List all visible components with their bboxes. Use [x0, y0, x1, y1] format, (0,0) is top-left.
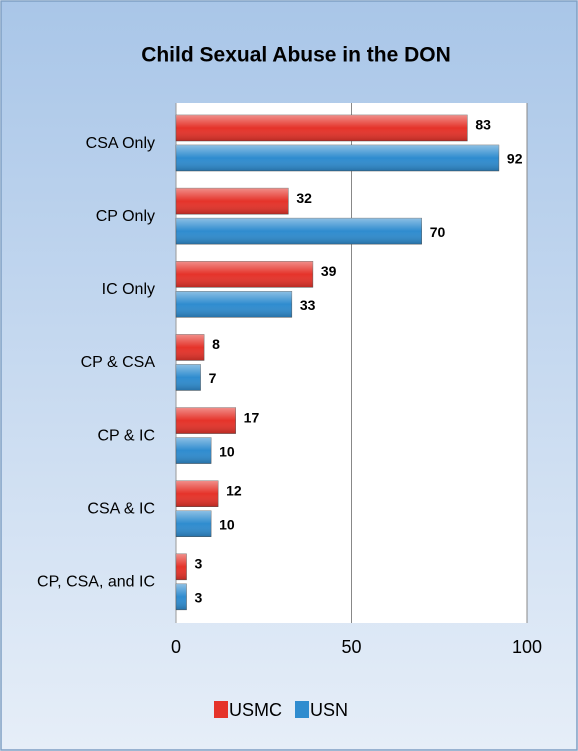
x-tick-label: 50 [341, 637, 361, 657]
bar-shine [176, 437, 212, 464]
value-label: 39 [321, 263, 337, 279]
legend-label: USMC [229, 700, 282, 720]
bar-shine [176, 261, 313, 288]
value-label: 92 [507, 151, 523, 167]
bar-shine [176, 188, 289, 215]
value-label: 33 [300, 297, 316, 313]
bar-shine [176, 480, 219, 507]
value-label: 83 [475, 117, 491, 133]
value-label: 3 [195, 590, 203, 606]
value-label: 17 [244, 409, 260, 425]
value-label: 10 [219, 516, 235, 532]
value-label: 8 [212, 336, 220, 352]
bar-shine [176, 583, 187, 610]
chart-title: Child Sexual Abuse in the DON [141, 44, 451, 67]
bar-shine [176, 553, 187, 580]
bar-shine [176, 334, 205, 361]
bar-shine [176, 291, 292, 318]
bar-shine [176, 407, 236, 434]
bar-shine [176, 115, 468, 141]
value-label: 12 [226, 482, 242, 498]
y-tick-label: CSA & IC [87, 501, 155, 518]
y-tick-label: CP & IC [98, 427, 156, 444]
y-tick-label: CP Only [96, 208, 155, 225]
bar-shine [176, 218, 422, 245]
bar-shine [176, 510, 212, 537]
value-label: 32 [296, 190, 312, 206]
value-label: 7 [209, 370, 217, 386]
y-tick-label: IC Only [102, 281, 155, 298]
legend-swatch [214, 701, 228, 718]
legend-swatch [295, 701, 309, 718]
value-label: 70 [430, 224, 446, 240]
x-tick-label: 0 [171, 637, 181, 657]
x-tick-label: 100 [512, 637, 542, 657]
value-label: 3 [195, 556, 203, 572]
value-label: 10 [219, 443, 235, 459]
legend-label: USN [310, 700, 348, 720]
y-tick-label: CP & CSA [81, 354, 156, 371]
bar-shine [176, 364, 201, 391]
bar-shine [176, 145, 499, 171]
y-tick-label: CP, CSA, and IC [37, 574, 155, 591]
y-tick-label: CSA Only [86, 135, 155, 152]
